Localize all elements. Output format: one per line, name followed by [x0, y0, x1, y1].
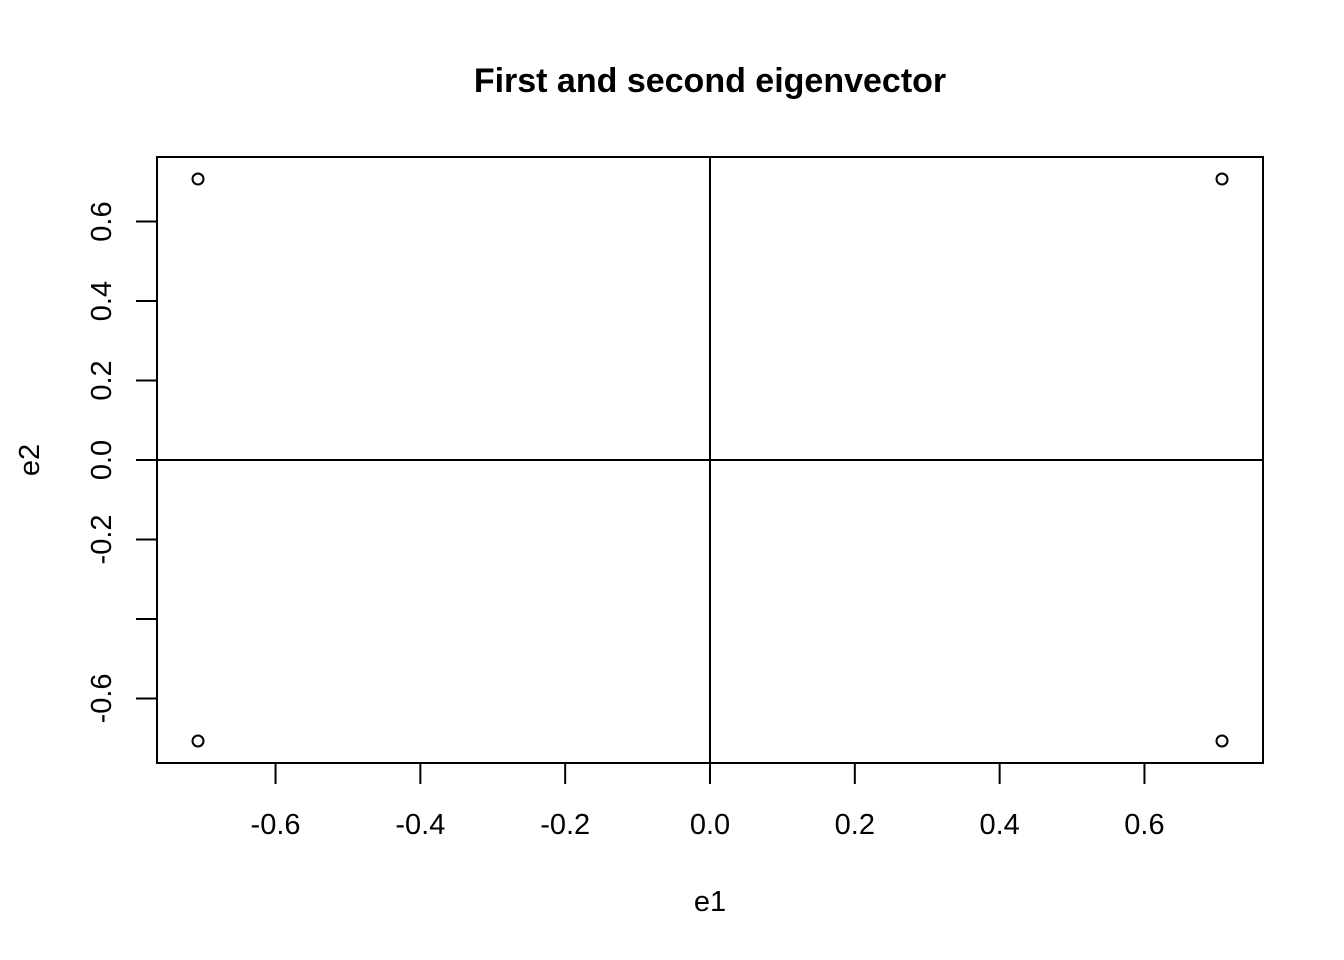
- y-tick-label: 0.6: [86, 201, 118, 241]
- x-tick-label: -0.6: [251, 809, 301, 841]
- y-tick-label: 0.4: [86, 281, 118, 321]
- x-tick-label: -0.2: [540, 809, 590, 841]
- y-axis: -0.6 -0.2 0.0 0.2 0.4 0.6: [86, 201, 157, 723]
- x-tick-label: 0.6: [1124, 809, 1164, 841]
- reference-lines: [157, 157, 1263, 763]
- data-point: [1215, 172, 1229, 186]
- y-tick-label: 0.2: [86, 360, 118, 400]
- x-tick-label: 0.0: [690, 809, 730, 841]
- x-axis: -0.6 -0.4 -0.2 0.0 0.2 0.4 0.6: [251, 763, 1165, 841]
- x-tick-label: 0.4: [979, 809, 1019, 841]
- data-point: [1215, 734, 1229, 748]
- data-point: [191, 172, 205, 186]
- y-tick-label: 0.0: [86, 440, 118, 480]
- x-tick-label: -0.4: [395, 809, 445, 841]
- x-axis-label: e1: [694, 886, 726, 918]
- data-points: [191, 172, 1229, 748]
- y-tick-label: -0.6: [86, 673, 118, 723]
- y-axis-label: e2: [14, 444, 46, 476]
- data-point: [191, 734, 205, 748]
- chart-title: First and second eigenvector: [474, 62, 946, 100]
- x-tick-label: 0.2: [835, 809, 875, 841]
- y-tick-label: -0.2: [86, 514, 118, 564]
